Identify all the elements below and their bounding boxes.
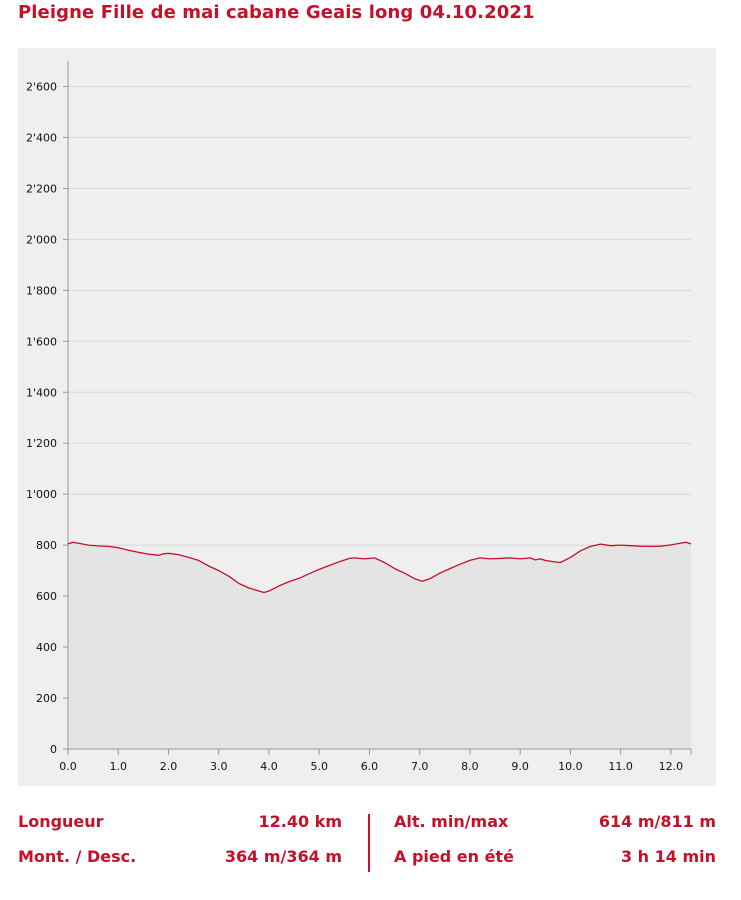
x-tick-label: 9.0 bbox=[511, 760, 529, 773]
y-tick-label: 600 bbox=[36, 590, 57, 603]
y-tick-label: 2'200 bbox=[26, 182, 57, 195]
altitude-value: 614 m/811 m bbox=[598, 812, 716, 831]
x-tick-label: 1.0 bbox=[109, 760, 127, 773]
route-statistics: Longueur 12.40 km Alt. min/max 614 m/811… bbox=[18, 812, 716, 874]
x-tick-label: 6.0 bbox=[361, 760, 379, 773]
y-tick-label: 1'800 bbox=[26, 284, 57, 297]
y-tick-label: 2'600 bbox=[26, 80, 57, 93]
elevation-chart-svg: 0 200 400 600 800 1'000 1'200 1'400 1'600 1'800 2'… bbox=[26, 61, 692, 773]
elevation-profile-chart: 0 200 400 600 800 1'000 1'200 1'400 1'600 1'800 2'… bbox=[18, 48, 716, 786]
tick-labels: 0 200 400 600 800 1'000 1'200 1'400 1'600 1'800 2'… bbox=[26, 80, 683, 773]
stats-row-2: Mont. / Desc. 364 m/364 m A pied en été … bbox=[18, 847, 716, 875]
x-tick-label: 5.0 bbox=[310, 760, 328, 773]
elevation-line bbox=[67, 541, 692, 594]
x-tick-label: 8.0 bbox=[461, 760, 479, 773]
y-tick-label: 0 bbox=[50, 743, 57, 756]
y-tick-label: 1'000 bbox=[26, 488, 57, 501]
y-tick-label: 2'000 bbox=[26, 233, 57, 246]
length-label: Longueur bbox=[18, 812, 104, 831]
length-value: 12.40 km bbox=[258, 812, 343, 831]
x-tick-label: 10.0 bbox=[558, 760, 583, 773]
x-tick-label: 11.0 bbox=[608, 760, 633, 773]
ascent-descent-value: 364 m/364 m bbox=[224, 847, 342, 866]
x-tick-label: 12.0 bbox=[659, 760, 684, 773]
y-tick-label: 1'400 bbox=[26, 386, 57, 399]
x-tick-label: 2.0 bbox=[160, 760, 178, 773]
y-tick-label: 400 bbox=[36, 641, 57, 654]
x-tick-label: 0.0 bbox=[59, 760, 77, 773]
y-tick-label: 1'600 bbox=[26, 335, 57, 348]
axis-ticks bbox=[63, 85, 692, 755]
stats-divider bbox=[368, 814, 370, 872]
y-tick-label: 2'400 bbox=[26, 131, 57, 144]
walking-time-value: 3 h 14 min bbox=[620, 847, 716, 866]
elevation-area bbox=[68, 542, 691, 749]
ascent-descent-label: Mont. / Desc. bbox=[18, 847, 137, 866]
page-title: Pleigne Fille de mai cabane Geais long 0… bbox=[18, 2, 535, 23]
walking-time-label: A pied en été bbox=[394, 847, 514, 866]
y-tick-label: 200 bbox=[36, 692, 57, 705]
x-tick-label: 3.0 bbox=[210, 760, 228, 773]
stats-row-1: Longueur 12.40 km Alt. min/max 614 m/811… bbox=[18, 812, 716, 840]
x-tick-label: 7.0 bbox=[411, 760, 429, 773]
y-tick-label: 1'200 bbox=[26, 437, 57, 450]
y-tick-label: 800 bbox=[36, 539, 57, 552]
x-tick-label: 4.0 bbox=[260, 760, 278, 773]
altitude-label: Alt. min/max bbox=[394, 812, 509, 831]
